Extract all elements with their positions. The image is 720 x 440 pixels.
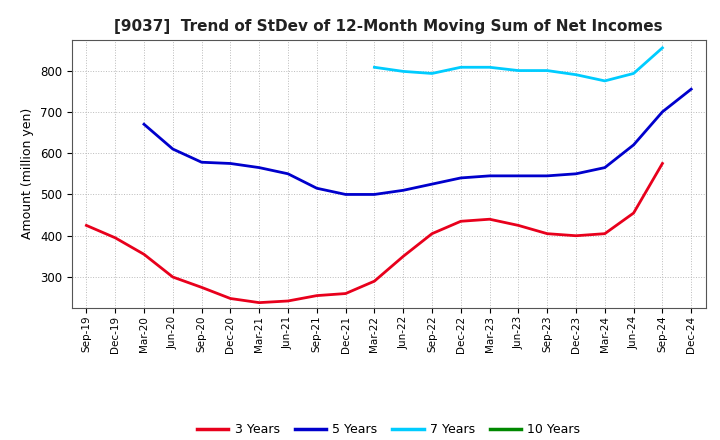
Title: [9037]  Trend of StDev of 12-Month Moving Sum of Net Incomes: [9037] Trend of StDev of 12-Month Moving…: [114, 19, 663, 34]
Legend: 3 Years, 5 Years, 7 Years, 10 Years: 3 Years, 5 Years, 7 Years, 10 Years: [192, 418, 585, 440]
Y-axis label: Amount (million yen): Amount (million yen): [22, 108, 35, 239]
